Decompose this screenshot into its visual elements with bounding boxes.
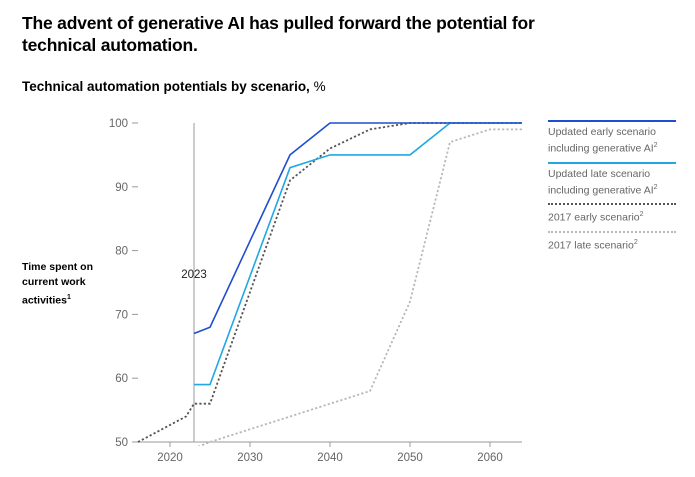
subtitle-text: Technical automation potentials by scena…: [22, 79, 310, 94]
legend-item-2: Updated late scenario including generati…: [548, 161, 676, 198]
series-line-3: [137, 122, 522, 443]
legend-swatch: [548, 120, 676, 122]
y-tick-label: 70: [115, 309, 128, 321]
legend-label: 2017 early scenario2: [548, 211, 644, 224]
legend-label: Updated late scenario including generati…: [548, 167, 658, 197]
x-tick-label: 2030: [237, 452, 263, 464]
x-tick-label: 2020: [157, 452, 183, 464]
legend-footnote: 2: [639, 211, 644, 218]
y-axis-label: Time spent on current work activities1: [22, 260, 114, 309]
legend: Updated early scenario including generat…: [548, 120, 676, 258]
y-tick-label: 50: [115, 437, 128, 449]
axes: 50 60 70 80 90 100 2020 2030 2040 2050 2060 2023: [109, 118, 522, 464]
legend-footnote: 2: [653, 142, 658, 149]
legend-item-3: 2017 early scenario2: [548, 203, 676, 225]
legend-swatch: [548, 161, 676, 164]
legend-swatch: [548, 203, 676, 205]
annotation-label-2023: 2023: [181, 269, 207, 281]
y-tick-label: 60: [115, 373, 128, 385]
chart-subtitle: Technical automation potentials by scena…: [22, 79, 326, 94]
y-axis-label-footnote: 1: [66, 294, 71, 301]
legend-item-1: Updated early scenario including generat…: [548, 120, 676, 156]
x-tick-label: 2050: [397, 452, 423, 464]
x-tick-label: 2060: [477, 452, 503, 464]
y-tick-label: 90: [115, 182, 128, 194]
legend-item-4: 2017 late scenario2: [548, 230, 676, 253]
legend-footnote: 2: [653, 183, 658, 191]
y-tick-label: 80: [115, 246, 128, 258]
series-line-1: [193, 122, 522, 335]
y-axis-label-text: Time spent on current work activities: [22, 261, 93, 307]
subtitle-unit: %: [313, 79, 326, 94]
chart-title: The advent of generative AI has pulled f…: [22, 13, 535, 55]
series-layer: [137, 122, 522, 446]
series-line-4: [197, 128, 522, 446]
legend-label: 2017 late scenario2: [548, 238, 638, 252]
x-tick-label: 2040: [317, 452, 343, 464]
legend-footnote: 2: [633, 238, 638, 246]
legend-label: Updated early scenario including generat…: [548, 126, 658, 155]
y-tick-label: 100: [109, 118, 128, 130]
legend-swatch: [548, 230, 676, 233]
